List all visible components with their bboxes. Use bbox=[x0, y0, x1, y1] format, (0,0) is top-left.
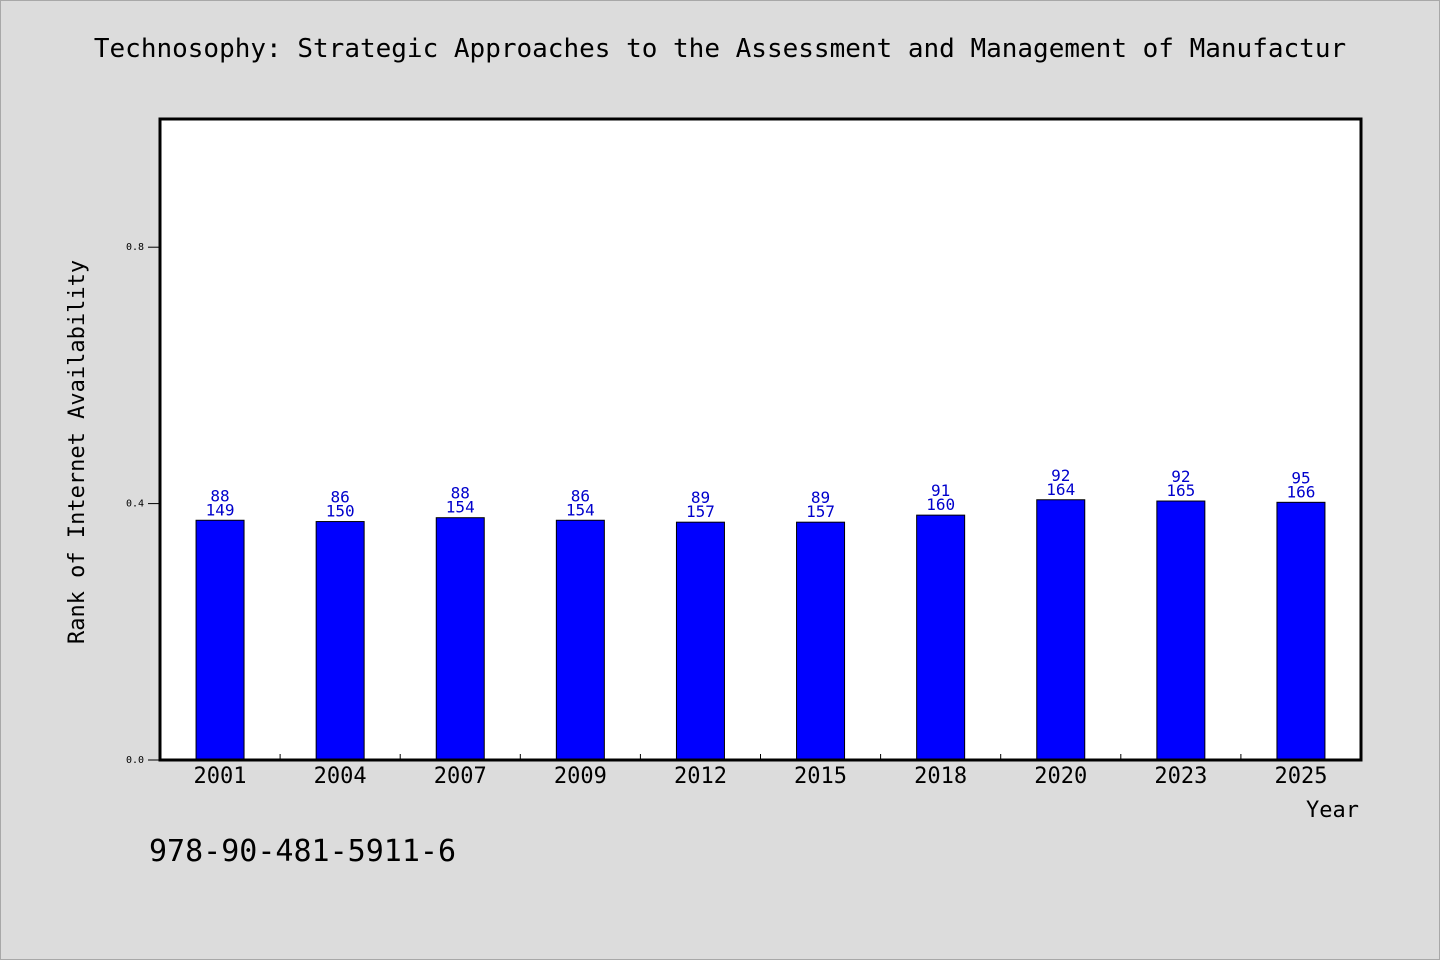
bar bbox=[195, 519, 245, 761]
bar-label-bottom: 154 bbox=[566, 500, 595, 519]
bar-label-top: 88 bbox=[451, 484, 470, 503]
x-tick-label: 2025 bbox=[1274, 764, 1327, 789]
bar-label-top: 86 bbox=[331, 488, 350, 507]
bar-label-top: 88 bbox=[210, 486, 229, 505]
bar-label-top: 89 bbox=[691, 488, 710, 507]
bar-label-bottom: 157 bbox=[686, 502, 715, 521]
bar-label-top: 91 bbox=[931, 481, 950, 500]
bar bbox=[796, 521, 846, 761]
x-tick-label: 2023 bbox=[1154, 764, 1207, 789]
bar-label-bottom: 166 bbox=[1286, 482, 1315, 501]
bar-label-bottom: 150 bbox=[326, 502, 355, 521]
bar-label-bottom: 160 bbox=[926, 495, 955, 514]
x-tick-label: 2012 bbox=[674, 764, 727, 789]
bar-label-top: 89 bbox=[811, 488, 830, 507]
bar-label-top: 95 bbox=[1291, 468, 1310, 487]
x-tick-label: 2007 bbox=[434, 764, 487, 789]
y-tick-label: 0.4 bbox=[126, 499, 144, 510]
x-tick-label: 2015 bbox=[794, 764, 847, 789]
y-tick-label: 0.0 bbox=[126, 755, 144, 766]
bars-group bbox=[195, 499, 1326, 761]
x-tick-label: 2001 bbox=[194, 764, 247, 789]
x-tick-label: 2004 bbox=[314, 764, 367, 789]
x-tick-label: 2009 bbox=[554, 764, 607, 789]
bar bbox=[1036, 499, 1086, 761]
plot-border bbox=[158, 117, 1363, 762]
chart-title: Technosophy: Strategic Approaches to the… bbox=[93, 34, 1347, 64]
bar bbox=[555, 519, 605, 761]
x-tick-label: 2018 bbox=[914, 764, 967, 789]
bar bbox=[675, 521, 725, 761]
bar-label-top: 86 bbox=[571, 486, 590, 505]
bar-label-bottom: 157 bbox=[806, 502, 835, 521]
y-tick-label: 0.8 bbox=[126, 242, 144, 253]
bar bbox=[1276, 501, 1326, 761]
bar bbox=[1156, 500, 1206, 761]
bar-label-top: 92 bbox=[1171, 467, 1190, 486]
x-axis: 2001 2004 2007 2009 2012 2015 2018 2020 2023 2025 bbox=[194, 754, 1327, 789]
bar bbox=[916, 514, 966, 761]
x-axis-label: Year bbox=[1306, 798, 1359, 823]
bar-label-top: 92 bbox=[1051, 466, 1070, 485]
y-axis: 0.0 0.4 0.8 bbox=[126, 242, 160, 766]
bar bbox=[435, 517, 485, 761]
y-axis-label: Rank of Internet Availability bbox=[65, 260, 90, 644]
data-labels-group: 8814986150881548615489157891579116092164… bbox=[206, 466, 1316, 521]
bar-label-bottom: 165 bbox=[1166, 481, 1195, 500]
isbn-text: 978-90-481-5911-6 bbox=[149, 834, 457, 869]
bar-label-bottom: 149 bbox=[206, 500, 235, 519]
x-tick-label: 2020 bbox=[1034, 764, 1087, 789]
bar bbox=[315, 521, 365, 761]
bar-label-bottom: 164 bbox=[1046, 480, 1075, 499]
bar-label-bottom: 154 bbox=[446, 498, 475, 517]
